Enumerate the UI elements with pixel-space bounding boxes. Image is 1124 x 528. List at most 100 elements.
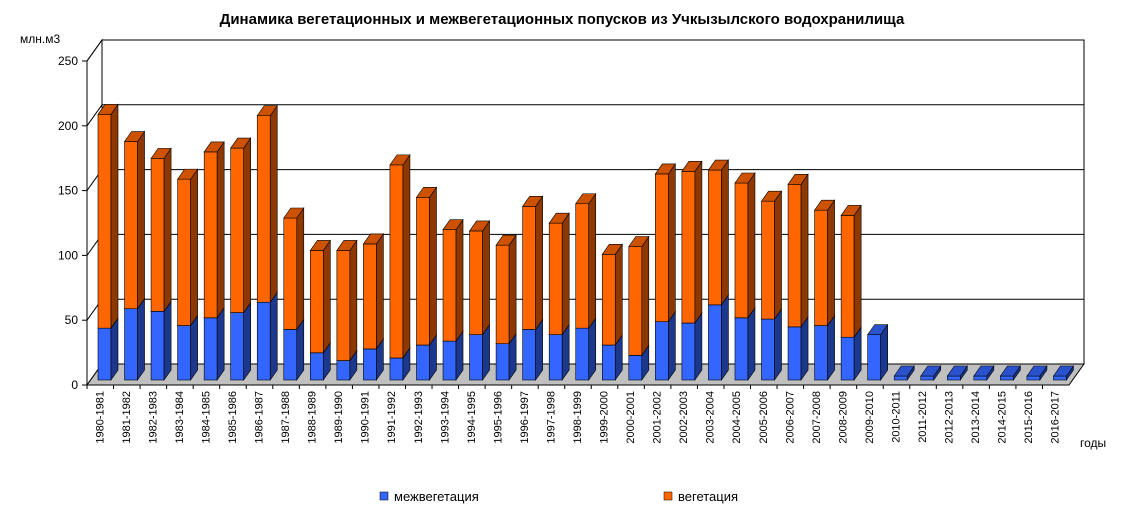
bar-front — [1000, 375, 1014, 381]
x-tick-label: 2007-2008 — [811, 391, 823, 444]
bar-side — [216, 140, 225, 319]
bar-front — [389, 164, 404, 359]
x-tick-label: 2002-2003 — [678, 391, 690, 444]
bar-side — [668, 162, 676, 323]
x-tick-label: 2003-2004 — [705, 391, 717, 444]
bar-segment — [415, 186, 438, 346]
bar-segment — [973, 365, 995, 381]
x-tick-label: 2010-2011 — [890, 391, 902, 443]
x-tick-label: 2001-2002 — [652, 391, 664, 444]
bar-side — [827, 314, 835, 381]
bar-front — [628, 355, 643, 381]
bar-front — [761, 200, 775, 320]
bar-side — [216, 306, 225, 381]
x-tick-label: 1986-1987 — [254, 391, 266, 444]
legend-label-mezhvegetatsiya: межвегетация — [394, 489, 479, 504]
bar-top — [256, 105, 278, 116]
bar-segment — [707, 293, 730, 381]
bar-segment — [1026, 365, 1048, 381]
bar-front — [469, 334, 483, 381]
bar-front — [601, 253, 616, 346]
x-tick-label: 2014-2015 — [997, 391, 1009, 444]
bar-segment — [495, 234, 517, 345]
bar-front — [734, 317, 749, 381]
x-tick-label: 1997-1998 — [545, 391, 557, 444]
x-tick-label: 2015-2016 — [1023, 391, 1035, 444]
bar-side — [376, 232, 384, 350]
bar-front — [522, 329, 536, 381]
bar-side — [137, 130, 145, 310]
y-tick-label: 0 — [71, 378, 78, 392]
bar-top — [760, 190, 783, 202]
bar-segment — [1052, 365, 1075, 381]
bar-front — [1026, 375, 1041, 381]
x-tick-label: 2006-2007 — [784, 391, 796, 444]
bar-front — [575, 327, 590, 381]
x-axis-label: годы — [1080, 436, 1106, 450]
grid-line-side — [86, 39, 103, 62]
bar-front — [681, 322, 696, 381]
bar-side — [588, 317, 597, 381]
bar-front — [920, 375, 935, 381]
bar-segment — [814, 199, 836, 327]
bar-side — [269, 291, 278, 381]
x-tick-label: 2012-2013 — [944, 391, 956, 444]
bar-front — [787, 326, 802, 381]
bars — [97, 103, 1075, 381]
chart-title: Динамика вегетационных и межвегетационны… — [220, 11, 905, 28]
bar-front — [124, 308, 138, 381]
bar-top — [468, 220, 491, 232]
bar-side — [747, 172, 756, 319]
bar-top — [654, 163, 676, 175]
bar-segment — [442, 218, 464, 343]
bar-segment — [946, 365, 968, 381]
bar-top — [123, 131, 146, 142]
bar-front — [867, 334, 881, 381]
bar-top — [203, 141, 225, 153]
bar-front — [363, 243, 377, 350]
x-tick-label: 1988-1989 — [307, 391, 319, 444]
x-tick-label: 2004-2005 — [731, 391, 743, 444]
bar-segment — [628, 235, 650, 357]
bar-side — [508, 234, 517, 345]
bar-side — [402, 153, 411, 359]
x-tick-label: 2011-2012 — [917, 391, 929, 443]
bar-side — [243, 137, 252, 314]
bar-side — [588, 192, 597, 330]
bar-side — [110, 317, 119, 381]
x-tick-label: 1989-1990 — [333, 391, 345, 444]
bar-top — [230, 137, 252, 149]
bar-front — [256, 115, 271, 303]
bar-segment — [707, 159, 730, 306]
bar-top — [495, 234, 517, 246]
bar-side — [614, 243, 623, 346]
legend-swatch-mezhvegetatsiya — [379, 491, 389, 501]
bar-top — [177, 168, 199, 180]
legend: межвегетация вегетация — [379, 489, 738, 504]
bar-front — [416, 196, 430, 346]
bar-side — [296, 207, 305, 331]
bar-segment — [548, 212, 570, 336]
bar-front — [310, 352, 324, 381]
grid-line-side — [86, 104, 103, 127]
bar-front — [575, 203, 590, 329]
bar-segment — [760, 308, 783, 381]
bar-top — [601, 243, 623, 255]
bar-segment — [256, 104, 278, 304]
bar-top — [522, 196, 544, 207]
bar-front — [150, 158, 165, 312]
bar-segment — [97, 103, 119, 330]
bar-side — [110, 103, 119, 330]
bar-top — [309, 240, 331, 251]
bar-segment — [468, 220, 491, 336]
bar-side — [482, 220, 490, 336]
bar-top — [734, 172, 756, 184]
bar-segment — [734, 306, 756, 381]
bar-top — [442, 219, 464, 230]
bar-segment — [177, 168, 199, 327]
bar-front — [840, 215, 855, 338]
bar-segment — [203, 306, 225, 381]
bar-top — [575, 193, 597, 205]
bar-front — [495, 244, 510, 345]
bar-segment — [920, 365, 942, 381]
